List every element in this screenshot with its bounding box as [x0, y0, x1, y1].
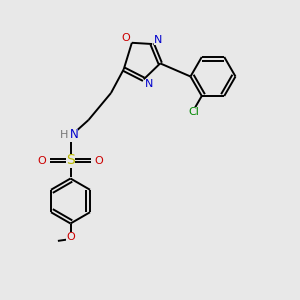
Text: N: N	[154, 35, 162, 45]
Text: S: S	[66, 154, 75, 167]
Text: H: H	[60, 130, 69, 140]
Text: O: O	[94, 155, 103, 166]
Text: Cl: Cl	[188, 107, 199, 117]
Text: N: N	[70, 128, 79, 142]
Text: O: O	[122, 33, 130, 43]
Text: O: O	[38, 155, 46, 166]
Text: O: O	[66, 232, 75, 242]
Text: N: N	[145, 79, 153, 89]
